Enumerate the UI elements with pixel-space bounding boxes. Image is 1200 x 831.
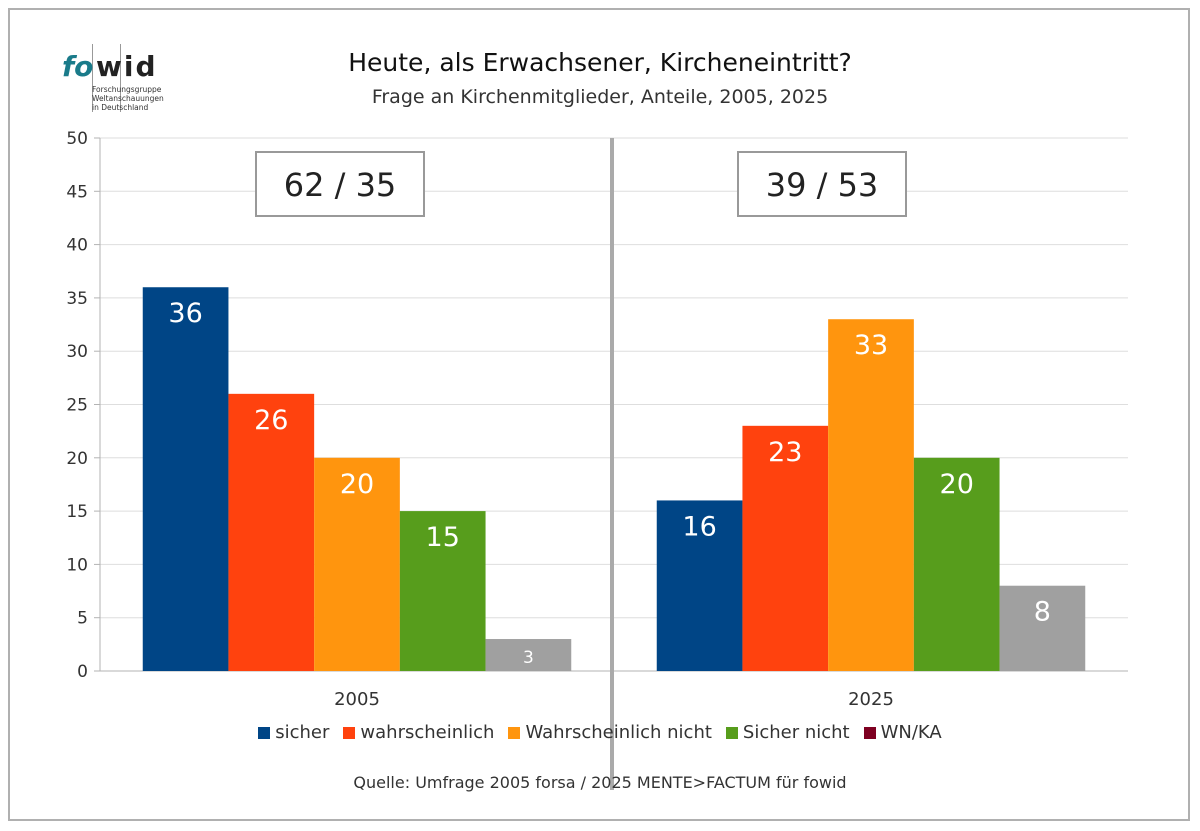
legend-swatch — [863, 726, 876, 739]
legend-item: Sicher nicht — [725, 722, 850, 743]
data-label: 36 — [168, 298, 202, 329]
y-tick-label: 15 — [66, 502, 88, 522]
legend-label: wahrscheinlich — [360, 722, 495, 743]
data-label: 20 — [940, 469, 974, 500]
legend-label: Sicher nicht — [742, 722, 850, 743]
y-tick-label: 25 — [66, 396, 88, 416]
legend: sicher wahrscheinlich Wahrscheinlich nicht… — [0, 722, 1200, 743]
legend-item: sicher — [258, 722, 329, 743]
bar-wahrscheinlich-nicht — [314, 457, 400, 671]
y-tick-label: 45 — [66, 182, 88, 202]
legend-item: WN/KA — [863, 722, 942, 743]
legend-swatch — [508, 726, 521, 739]
y-tick-label: 5 — [77, 609, 88, 629]
legend-label: WN/KA — [880, 722, 942, 743]
bar-wn-ka — [485, 639, 572, 671]
annotation-box — [255, 151, 425, 217]
annotation-text: 39 / 53 — [766, 166, 879, 204]
y-tick-label: 40 — [66, 236, 88, 256]
x-tick-label: 2025 — [848, 689, 894, 710]
bar-wahrscheinlich — [742, 425, 829, 671]
annotation-box — [737, 151, 907, 217]
chart-subtitle: Frage an Kirchenmitglieder, Anteile, 200… — [371, 86, 829, 108]
legend-swatch — [725, 726, 738, 739]
bar-sicher — [656, 500, 743, 671]
bar-wahrscheinlich-nicht — [828, 319, 914, 671]
data-label: 26 — [254, 405, 288, 436]
bar-wahrscheinlich — [228, 393, 315, 671]
legend-item: Wahrscheinlich nicht — [508, 722, 712, 743]
data-label: 8 — [1034, 597, 1051, 628]
y-tick-label: 50 — [66, 129, 88, 149]
y-tick-label: 10 — [66, 555, 88, 575]
legend-label: Wahrscheinlich nicht — [525, 722, 712, 743]
data-label: 3 — [523, 648, 534, 668]
y-tick-label: 0 — [77, 662, 88, 682]
y-tick-label: 30 — [66, 342, 88, 362]
bar-sicher-nicht — [399, 511, 486, 671]
data-label: 15 — [426, 522, 460, 553]
legend-item: wahrscheinlich — [343, 722, 494, 743]
annotation-text: 62 / 35 — [284, 166, 397, 204]
bar-sicher-nicht — [913, 457, 1000, 671]
y-tick-label: 35 — [66, 289, 88, 309]
y-tick-label: 20 — [66, 449, 88, 469]
data-label: 20 — [340, 469, 374, 500]
data-label: 16 — [682, 511, 716, 542]
legend-label: sicher — [275, 722, 330, 743]
data-label: 33 — [854, 330, 888, 361]
chart-title: Heute, als Erwachsener, Kircheneintritt? — [348, 48, 852, 77]
legend-swatch — [343, 726, 356, 739]
frame — [8, 8, 1190, 821]
legend-swatch — [258, 726, 271, 739]
source-note: Quelle: Umfrage 2005 forsa / 2025 MENTE>… — [353, 773, 847, 792]
data-label: 23 — [768, 437, 802, 468]
x-tick-label: 2005 — [334, 689, 380, 710]
bar-sicher — [142, 287, 229, 671]
bar-wn-ka — [999, 585, 1086, 671]
